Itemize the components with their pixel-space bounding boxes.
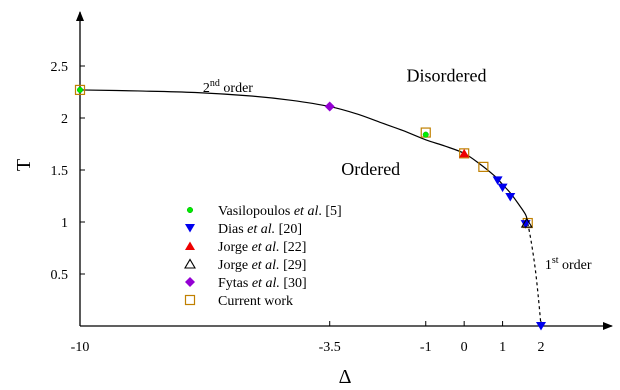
data-point-triangle-down bbox=[505, 193, 516, 202]
first-order-line bbox=[527, 222, 542, 327]
legend-marker-triangle-up bbox=[185, 241, 195, 250]
data-points bbox=[74, 84, 546, 331]
y-tick-label: 2 bbox=[61, 112, 68, 127]
data-point-square-open bbox=[74, 84, 86, 96]
data-point-diamond bbox=[324, 101, 335, 112]
data-point-triangle-up-open bbox=[520, 217, 533, 228]
data-point-triangle-down bbox=[536, 322, 546, 331]
y-tick-label: 2.5 bbox=[51, 60, 69, 75]
legend-marker-square-open bbox=[184, 294, 196, 306]
axes: -10 -3.5 -1 0 1 20.511.522.5 bbox=[51, 11, 613, 355]
data-point-square-open bbox=[478, 161, 489, 172]
legend-label: Fytas et al. [30] bbox=[218, 276, 307, 291]
legend-marker-triangle-down bbox=[185, 224, 195, 233]
ordered-region-label: Ordered bbox=[341, 159, 400, 179]
y-tick-label: 1.5 bbox=[51, 164, 69, 179]
data-point-triangle-down bbox=[492, 176, 503, 185]
x-tick-label: 0 bbox=[461, 340, 468, 355]
data-point-circle bbox=[77, 86, 83, 93]
legend-marker-triangle-up-open bbox=[184, 258, 196, 269]
legend-label: Current work bbox=[218, 294, 293, 309]
data-point-circle bbox=[422, 131, 429, 138]
second-order-label: 2nd order bbox=[203, 78, 253, 96]
phase-boundary-curves bbox=[79, 89, 542, 327]
second-order-line bbox=[79, 89, 529, 224]
disordered-region-label: Disordered bbox=[407, 66, 487, 86]
legend-label: Dias et al. [20] bbox=[218, 222, 302, 237]
x-tick-label: -1 bbox=[420, 340, 432, 355]
data-point-triangle-down bbox=[497, 183, 508, 193]
first-order-label: 1st order bbox=[545, 255, 592, 273]
legend-label: Vasilopoulos et al. [5] bbox=[218, 204, 342, 219]
legend-label: Jorge et al. [22] bbox=[218, 240, 306, 255]
legend-marker-diamond bbox=[185, 277, 195, 287]
data-point-triangle-down bbox=[520, 220, 531, 229]
y-tick-label: 1 bbox=[61, 216, 68, 231]
annotations: 2nd order 1st order Disordered Ordered bbox=[203, 66, 592, 273]
x-tick-label: -10 bbox=[71, 340, 90, 355]
data-point-triangle-up bbox=[459, 148, 470, 158]
y-tick-label: 0.5 bbox=[51, 268, 69, 283]
legend: Vasilopoulos et al. [5] Dias et al. [20] J… bbox=[184, 204, 342, 309]
x-axis-label: Δ bbox=[339, 366, 352, 388]
y-axis-label: T bbox=[13, 159, 35, 171]
x-tick-label: 2 bbox=[538, 340, 545, 355]
legend-marker-circle bbox=[187, 207, 193, 213]
x-tick-label: 1 bbox=[499, 340, 506, 355]
x-tick-label: -3.5 bbox=[319, 340, 341, 355]
legend-label: Jorge et al. [29] bbox=[218, 258, 306, 273]
